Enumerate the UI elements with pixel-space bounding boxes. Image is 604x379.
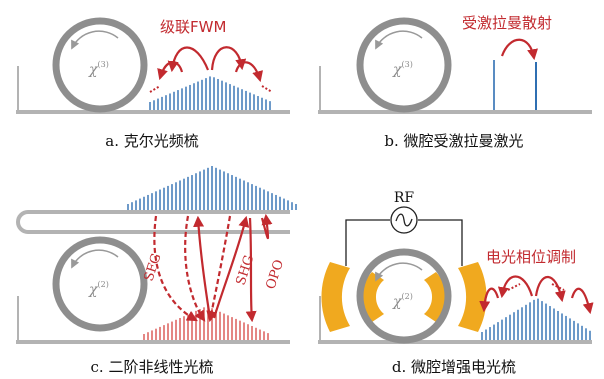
eo-arrow-3 [479,287,500,313]
outer-electrode-left [321,262,350,332]
fwm-dots-left [149,85,161,93]
chi-symbol-a: χ(3) [88,60,109,78]
eo-arrow-4 [570,287,594,315]
panel-d: RF χ(2) 电光相位调制 d. 微腔增强电光梳 [318,190,594,376]
inner-electrode-right [424,272,447,322]
rf-wire-right [418,219,463,266]
annotation-a: 级联FWM [160,18,226,36]
sfg-arrow-1 [153,215,198,322]
fwm-arrows [157,46,263,83]
rf-label: RF [394,190,415,206]
fwm-arrow-3 [157,61,184,81]
shg-arrow [193,215,212,319]
circulation-arrow-d [375,262,423,282]
chi-symbol-b: χ(3) [392,60,413,78]
label-opo: OPO [264,258,288,291]
comb-lines-c-blue [127,166,297,210]
panel-b: χ(3) 受激拉曼散射 b. 微腔受激拉曼激光 [318,14,592,150]
eo-arrows [479,275,594,315]
inner-electrode-left [361,272,384,322]
fwm-arrow-4 [234,61,263,83]
raman-arrow [500,38,538,61]
annotation-b: 受激拉曼散射 [462,14,552,32]
shg-arrow-dashed [206,215,232,323]
microring-d [356,248,452,344]
sine-wave-icon [395,213,413,227]
conversion-arrows [153,213,273,323]
sfg-arrow-2 [184,215,206,322]
chi-symbol-c: χ(2) [88,280,109,298]
comb-lines-a [149,76,271,110]
label-sfg: SFG [142,252,165,284]
microring-a [52,17,148,113]
opo-arrow-1 [212,215,250,319]
comb-lines-c-red [143,306,269,340]
circulation-arrow-a [71,30,119,50]
eo-arrow-1 [497,275,534,299]
panel-a: χ(3) 级联FWM a. 克尔光频梳 [16,17,290,150]
rf-wire-left [345,219,390,266]
fwm-dots-right [261,85,273,93]
chi-symbol-d: χ(2) [392,292,413,310]
eo-arrow-2 [534,275,566,303]
caption-c: c. 二阶非线性光梳 [91,358,214,376]
eo-dots-left [507,283,521,291]
fwm-arrow-1 [167,46,210,73]
panel-c: χ(2) SFG SHG OPO c. 二阶非线性光梳 [16,166,297,376]
caption-a: a. 克尔光频梳 [105,132,198,150]
comb-lines-d [481,298,591,340]
annotation-d: 电光相位调制 [486,248,576,266]
fwm-arrow-2 [210,46,247,71]
circulation-arrow-c [71,249,119,269]
caption-d: d. 微腔增强电光梳 [392,358,516,376]
label-shg: SHG [234,253,258,287]
circulation-arrow-b [375,30,423,50]
microring-b [356,17,452,113]
caption-b: b. 微腔受激拉曼激光 [384,132,523,150]
opo-arrow-2 [245,217,257,323]
looped-waveguide [16,210,290,234]
outer-electrode-right [458,262,487,332]
opo-loop [260,213,273,240]
microring-c [52,236,148,332]
